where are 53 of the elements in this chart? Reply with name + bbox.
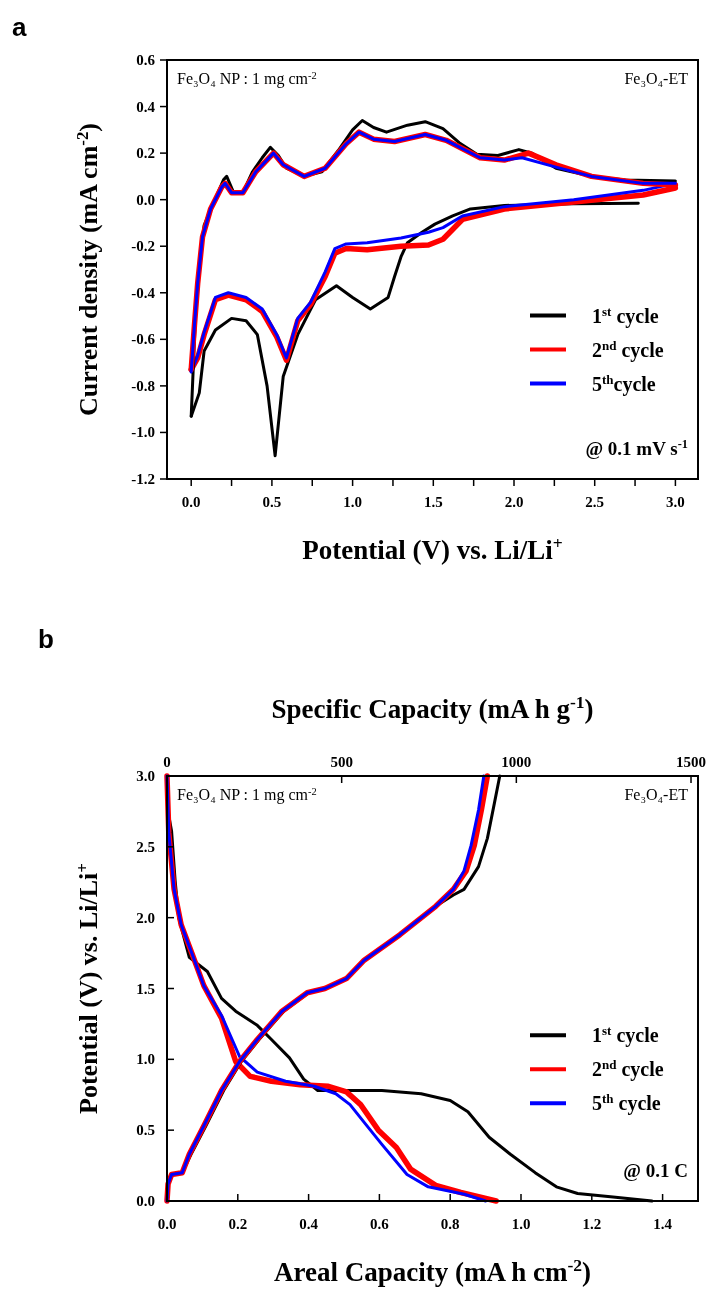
x-tick-label: 0.2 (228, 1216, 248, 1232)
x2-tick-label: 500 (330, 754, 353, 770)
x2-tick-label: 1000 (501, 754, 532, 770)
x-tick-label: 2.5 (585, 494, 605, 510)
x-axis-title: Areal Capacity (mA h cm$^{-2}$) (273, 1255, 592, 1287)
y-tick-label: 1.0 (136, 1051, 155, 1068)
x-tick-label: 1.4 (653, 1216, 673, 1232)
y-tick-label: -0.2 (131, 238, 155, 255)
annotation: Fe₃O₄ NP : 1 mg cm$^{-2}$ (177, 69, 317, 88)
x2-tick-label: 1500 (676, 754, 707, 770)
x-tick-label: 0.0 (181, 494, 201, 510)
chart-title: b (38, 624, 54, 654)
y-tick-label: 0.4 (136, 98, 156, 115)
x-tick-label: 0.6 (370, 1216, 390, 1232)
x-tick-label: 0.0 (157, 1216, 177, 1232)
x-tick-label: 1.2 (582, 1216, 602, 1232)
x2-tick-label: 0 (163, 754, 171, 770)
x2-axis-title: Specific Capacity (mA h g$^{-1}$) (271, 692, 594, 724)
legend-label: 5$^{th}$ cycle (592, 1090, 661, 1116)
legend-label: 1$^{st}$ cycle (592, 303, 659, 328)
x-tick-label: 1.5 (423, 494, 443, 510)
annotation: Fe₃O₄ NP : 1 mg cm$^{-2}$ (177, 785, 317, 804)
x-tick-label: 2.0 (504, 494, 524, 510)
y-tick-label: -0.8 (131, 377, 155, 394)
annotation: Fe₃O₄-ET (624, 70, 689, 87)
x-axis-title: Potential (V) vs. Li/Li$^{+}$ (302, 533, 563, 565)
y-tick-label: -0.4 (131, 284, 156, 301)
y-tick-label: 0.0 (136, 1193, 155, 1209)
y-tick-label: -1.2 (131, 471, 155, 487)
legend-label: 5$^{th}$cycle (592, 371, 656, 396)
y-tick-label: 2.0 (136, 909, 155, 926)
y-tick-label: 0.6 (136, 52, 156, 68)
legend-label: 1$^{st}$ cycle (592, 1022, 659, 1048)
annotation: @ 0.1 C (623, 1160, 688, 1181)
y-tick-label: 0.0 (136, 191, 155, 208)
y-tick-label: 0.2 (136, 145, 155, 162)
x-tick-label: 0.5 (262, 494, 282, 510)
y-tick-label: 2.5 (136, 838, 155, 855)
x-tick-label: 1.0 (343, 494, 362, 510)
legend-label: 2$^{nd}$ cycle (592, 1056, 664, 1082)
y-tick-label: 0.5 (136, 1122, 155, 1139)
x-tick-label: 3.0 (666, 494, 685, 510)
y-tick-label: -0.6 (131, 331, 156, 348)
x-tick-label: 1.0 (511, 1216, 531, 1232)
x-tick-label: 0.4 (299, 1216, 319, 1232)
y-tick-label: 1.5 (136, 980, 155, 997)
x-tick-label: 0.8 (440, 1216, 460, 1232)
y-tick-label: 3.0 (136, 768, 155, 784)
annotation: Fe₃O₄-ET (624, 786, 689, 803)
legend-label: 2$^{nd}$ cycle (592, 337, 664, 362)
annotation: @ 0.1 mV s$^{-1}$ (585, 437, 688, 459)
chart-title: a (12, 12, 27, 42)
y-tick-label: -1.0 (131, 424, 155, 441)
